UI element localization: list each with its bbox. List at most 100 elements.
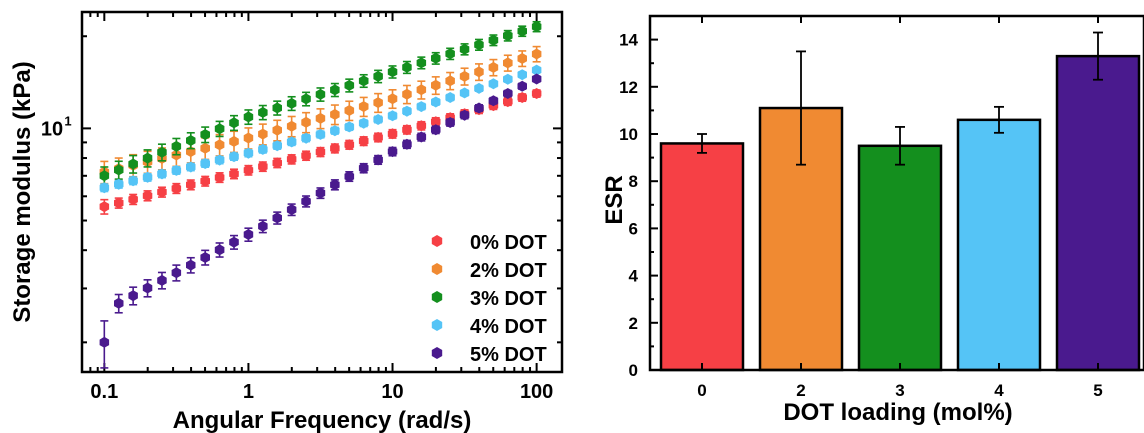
y-tick-label: 4 [629,267,639,286]
y-tick-label: 6 [629,219,638,238]
data-point [128,158,138,170]
data-point [416,101,427,113]
bar-3 [857,144,943,372]
data-point [488,34,499,46]
data-point [243,229,254,240]
data-point [387,93,398,105]
data-point [517,53,527,64]
data-point [301,132,311,144]
data-point [330,84,340,96]
data-point [402,105,412,117]
data-point [200,129,210,141]
data-point [531,48,542,60]
data-point [186,179,196,191]
data-point [358,135,369,147]
data-point [157,146,167,158]
data-point [157,186,167,198]
y-tick-label: 10 [619,125,638,144]
data-point [474,39,484,51]
y-tick-label: 10 [41,118,63,140]
data-point [488,95,499,107]
data-point [171,182,182,194]
y-tick-label: 14 [619,31,638,50]
data-point [531,73,542,85]
legend-label: 5% DOT [470,344,547,366]
data-point [214,172,225,183]
data-point [114,178,124,190]
x-tick-label: 5 [1093,381,1102,400]
data-point [431,52,441,64]
data-point [387,146,398,158]
data-point [99,336,110,348]
data-point [171,140,182,152]
series-4 [99,73,542,369]
data-point [459,43,470,55]
data-point [358,101,369,113]
x-tick-label: 1 [243,381,254,403]
data-point [431,79,441,91]
legend-marker [431,291,443,303]
right-y-axis-label: ESR [601,175,628,224]
legend-marker [431,263,443,275]
data-point [416,57,427,69]
data-point [286,120,297,132]
data-point [258,143,268,155]
data-point [387,66,398,78]
legend-marker [431,319,443,331]
data-point [171,267,182,279]
y-tick-label: 8 [629,172,638,191]
data-point [445,48,455,60]
bar-5 [1055,54,1141,372]
bar-4 [956,118,1042,372]
data-point [315,88,326,100]
legend-label: 0% DOT [470,232,547,254]
data-point [402,88,412,100]
data-point [488,61,499,73]
series-2 [99,20,542,187]
legend-label: 3% DOT [470,288,547,310]
data-point [301,195,311,207]
series-1 [99,45,542,185]
x-tick-label: 10 [381,381,403,403]
x-tick-label: 0 [697,381,706,400]
data-point [517,25,527,37]
data-point [373,70,383,82]
data-point [272,212,282,224]
data-point [503,73,513,85]
data-point [272,102,282,114]
data-point [258,161,268,173]
data-point [286,204,297,216]
data-point [114,164,124,176]
data-point [301,93,311,105]
data-point [200,175,210,187]
data-point [459,87,470,99]
data-point [431,96,441,108]
data-point [387,110,398,122]
data-point [330,142,340,154]
data-point [286,136,297,148]
right-x-axis-label: DOT loading (mol%) [783,399,1012,426]
y-tick-exponent: 1 [64,113,71,128]
data-point [200,252,210,263]
data-point [301,116,311,128]
data-point [503,96,513,108]
left-x-axis-label: Angular Frequency (rad/s) [173,407,472,433]
data-point [517,69,527,81]
data-point [330,108,340,120]
left-y-axis-label: Storage modulus (kPa) [9,61,36,322]
data-point [315,187,326,199]
data-point [344,121,355,133]
data-point [330,125,340,137]
data-point [142,152,153,164]
data-point [402,138,412,150]
data-point [258,220,268,232]
y-tick-label: 2 [629,314,638,333]
data-point [503,57,513,69]
data-point [445,117,455,128]
data-point [503,30,513,42]
data-point [272,140,282,152]
x-tick-label: 0.1 [90,381,118,403]
data-point [272,157,282,169]
data-point [315,146,326,158]
legend-label: 4% DOT [470,316,547,338]
